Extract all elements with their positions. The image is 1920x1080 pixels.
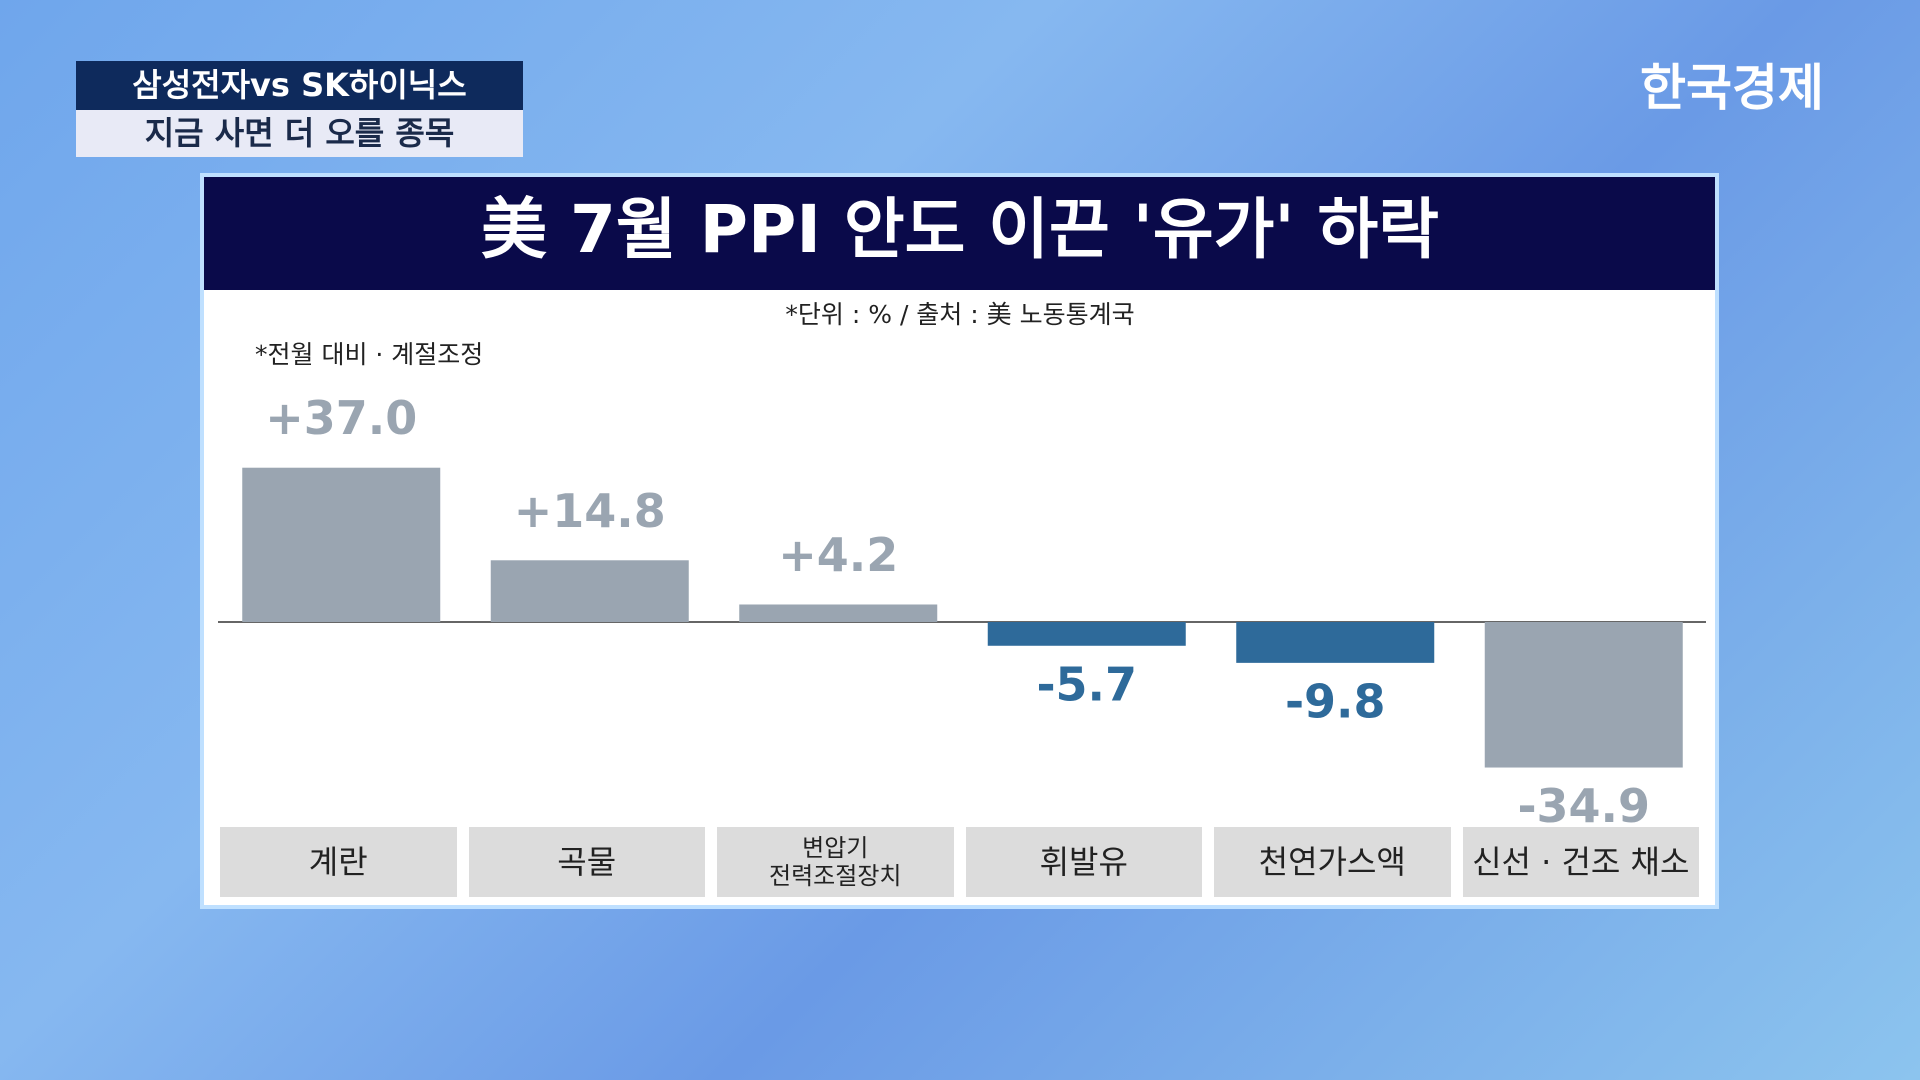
x-tick-label: 계란 xyxy=(220,827,457,897)
x-tick-label: 신선 · 건조 채소 xyxy=(1462,827,1699,897)
value-label: -5.7 xyxy=(1036,657,1137,711)
bar xyxy=(1484,622,1683,768)
x-tick-label: 곡물 xyxy=(468,827,705,897)
bar xyxy=(1236,622,1435,663)
bar xyxy=(987,622,1186,646)
bar xyxy=(490,560,689,622)
bar xyxy=(242,467,441,622)
value-label: +4.2 xyxy=(778,528,898,582)
badge-top: 삼성전자vs SK하이닉스 xyxy=(76,61,523,110)
x-tick-label: 휘발유 xyxy=(965,827,1202,897)
value-label: +14.8 xyxy=(514,484,666,538)
bar xyxy=(739,604,938,622)
badge-bottom: 지금 사면 더 오를 종목 xyxy=(76,110,523,157)
chart-title: 美 7월 PPI 안도 이끈 '유가' 하락 xyxy=(481,191,1439,268)
value-label: -9.8 xyxy=(1285,674,1386,728)
value-label: -34.9 xyxy=(1517,779,1650,833)
note: *전월 대비 · 계절조정 xyxy=(255,340,483,369)
value-label: +37.0 xyxy=(265,391,417,445)
title-band xyxy=(204,177,1715,290)
x-tick-label: 변압기 전력조절장치 xyxy=(717,827,954,897)
panel xyxy=(200,173,1719,909)
subtitle: *단위 : % / 출처 : 美 노동통계국 xyxy=(785,300,1134,329)
logo: 한국경제 xyxy=(1640,58,1824,117)
x-tick-label: 천연가스액 xyxy=(1214,827,1451,897)
